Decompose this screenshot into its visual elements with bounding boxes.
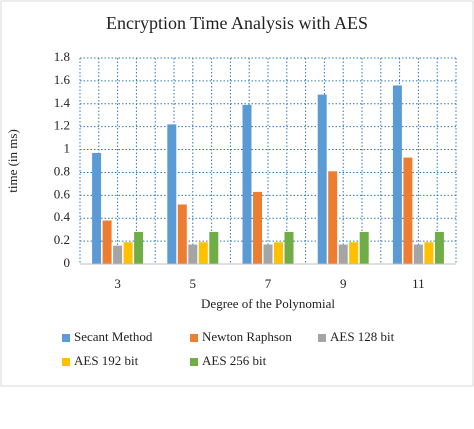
legend-label: AES 128 bit [330,329,395,344]
y-tick-label: 0.6 [54,186,71,201]
legend-swatch [190,334,198,342]
bar [434,231,444,264]
legend-label: Newton Raphson [202,329,292,344]
bar [284,231,294,264]
x-axis-title: Degree of the Polynomial [201,296,335,311]
y-tick-label: 1.4 [54,95,71,110]
x-tick-label: 7 [265,276,272,291]
bar [338,244,348,264]
bar [424,242,434,264]
bar [317,94,327,264]
bar [134,231,144,264]
bar [242,104,252,264]
legend-swatch [62,334,70,342]
x-tick-label: 11 [412,276,425,291]
bar [274,242,283,264]
x-tick-label: 3 [114,276,121,291]
y-tick-label: 0 [64,255,71,270]
chart-title: Encryption Time Analysis with AES [106,13,368,33]
legend-swatch [318,334,326,342]
bar [349,242,359,264]
y-tick-label: 0.8 [54,163,70,178]
bar [188,244,198,264]
bar [328,171,338,264]
bar [253,191,262,264]
bar [403,157,413,264]
legend-swatch [190,358,198,366]
bar [209,231,219,264]
bar [102,220,112,264]
y-axis-title: time (in ms) [5,129,20,193]
x-tick-label: 9 [340,276,347,291]
bar [177,204,187,264]
legend-label: AES 192 bit [74,353,139,368]
bar [92,152,102,264]
y-tick-label: 0.4 [54,209,71,224]
y-tick-label: 0.2 [54,232,70,247]
legend-label: AES 256 bit [202,353,267,368]
y-tick-label: 1.8 [54,49,70,64]
y-tick-label: 1.6 [54,72,71,87]
bar [198,242,208,264]
bar [359,231,369,264]
legend-swatch [62,358,70,366]
y-tick-label: 1 [64,141,71,156]
y-tick-label: 1.2 [54,118,70,133]
bar [413,244,423,264]
bar [113,245,123,264]
bar [167,124,177,264]
legend-label: Secant Method [74,329,153,344]
bar [392,85,402,264]
bar [123,242,133,264]
bar [263,244,273,264]
x-tick-label: 5 [190,276,197,291]
